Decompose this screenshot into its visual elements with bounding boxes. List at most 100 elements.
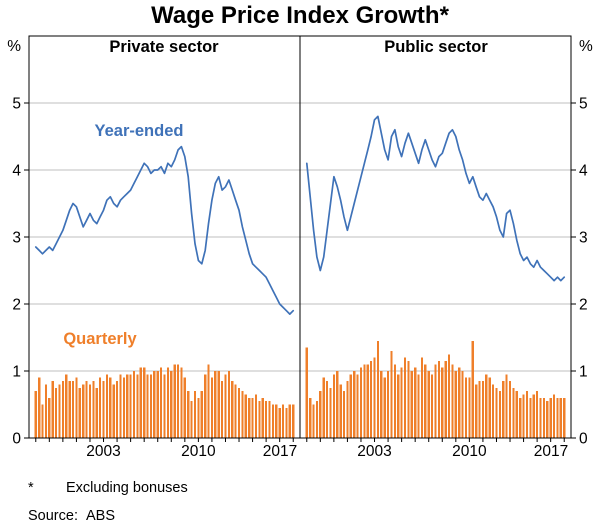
- quarterly-bar: [434, 364, 437, 438]
- quarterly-bar: [214, 371, 217, 438]
- quarterly-bar: [102, 381, 105, 438]
- quarterly-bar: [403, 357, 407, 438]
- quarterly-bar: [505, 374, 508, 438]
- quarterly-bar: [153, 371, 156, 438]
- legend-quarterly: Quarterly: [63, 330, 137, 348]
- quarterly-bar: [217, 371, 220, 438]
- chart-area: 2003 2010 2017 2003 2010 2017 0 0 1 1 2 2 3 3 4 4 5 5%% P…: [0, 30, 600, 460]
- quarterly-bar: [495, 387, 498, 438]
- source-line: Source: ABS: [28, 506, 600, 522]
- quarterly-bar: [176, 364, 180, 438]
- quarterly-bar: [41, 404, 44, 438]
- quarterly-bar: [370, 360, 373, 438]
- quarterly-bar: [386, 371, 390, 438]
- quarterly-bar: [319, 391, 322, 438]
- quarterly-bar: [458, 367, 461, 438]
- quarterly-bar: [200, 391, 203, 438]
- quarterly-bar: [241, 391, 244, 438]
- quarterly-bar: [271, 404, 274, 438]
- quarterly-bar: [187, 391, 190, 438]
- y-tick-label: 4: [579, 163, 588, 180]
- y-tick-label: 4: [12, 163, 21, 180]
- quarterly-bar: [115, 381, 119, 438]
- quarterly-bar: [193, 391, 197, 438]
- quarterly-bar: [129, 374, 132, 438]
- quarterly-bar: [417, 374, 420, 438]
- x-tick-label: 2017: [534, 443, 568, 460]
- quarterly-bar: [468, 377, 471, 438]
- quarterly-bar: [454, 371, 457, 438]
- quarterly-bar: [58, 384, 61, 438]
- x-tick-label: 2003: [86, 443, 120, 460]
- quarterly-bar: [488, 377, 491, 438]
- quarterly-bar: [376, 340, 380, 438]
- quarterly-bar: [292, 404, 295, 438]
- footnotes: * Excluding bonuses Source: ABS: [0, 460, 600, 522]
- quarterly-bar: [68, 381, 71, 438]
- quarterly-bar: [532, 394, 535, 438]
- quarterly-bar: [275, 404, 278, 438]
- y-unit-label: %: [7, 38, 21, 55]
- quarterly-bar: [227, 371, 230, 438]
- quarterly-bar: [410, 371, 413, 438]
- quarterly-bar: [207, 364, 210, 438]
- y-tick-label: 3: [579, 230, 588, 247]
- quarterly-bar: [75, 377, 78, 438]
- quarterly-bar: [265, 401, 268, 438]
- quarterly-bar: [180, 367, 183, 438]
- quarterly-bar: [163, 374, 166, 438]
- quarterly-bar: [34, 391, 37, 438]
- quarterly-bar: [407, 360, 410, 438]
- quarterly-bar: [491, 384, 495, 438]
- quarterly-bar: [132, 371, 136, 438]
- quarterly-bar: [173, 364, 176, 438]
- legend-year-ended: Year-ended: [94, 122, 184, 140]
- quarterly-bar: [224, 374, 227, 438]
- quarterly-bar: [146, 374, 149, 438]
- quarterly-bar: [44, 384, 48, 438]
- quarterly-bar: [197, 397, 200, 438]
- y-tick-label: 0: [579, 431, 588, 448]
- y-tick-label: 5: [579, 96, 588, 113]
- y-unit-label: %: [579, 38, 593, 55]
- quarterly-bar: [332, 374, 335, 438]
- quarterly-bar: [329, 387, 332, 438]
- quarterly-bar: [559, 397, 562, 438]
- quarterly-bar: [437, 360, 440, 438]
- quarterly-bar: [502, 381, 505, 438]
- x-tick-label: 2003: [357, 443, 391, 460]
- quarterly-bar: [285, 407, 288, 438]
- quarterly-bar: [339, 384, 342, 438]
- quarterly-bar: [309, 397, 312, 438]
- y-tick-label: 2: [12, 297, 21, 314]
- quarterly-bar: [48, 397, 51, 438]
- quarterly-bar: [393, 364, 396, 438]
- x-tick-label: 2010: [452, 443, 487, 460]
- quarterly-bar: [268, 401, 271, 438]
- quarterly-bar: [485, 374, 488, 438]
- quarterly-bar: [183, 377, 186, 438]
- quarterly-bar: [61, 381, 64, 438]
- quarterly-bar: [441, 367, 444, 438]
- quarterly-bar: [237, 387, 241, 438]
- quarterly-bar: [464, 377, 468, 438]
- source-label: Source:: [28, 508, 78, 522]
- quarterly-bar: [78, 387, 81, 438]
- quarterly-bar: [536, 391, 539, 438]
- quarterly-bar: [281, 404, 285, 438]
- quarterly-bar: [112, 384, 115, 438]
- chart-canvas: 2003 2010 2017 2003 2010 2017 0 0 1 1 2 2 3 3 4 4 5 5%%: [7, 35, 593, 460]
- quarterly-bar: [288, 404, 291, 438]
- y-tick-label: 3: [12, 230, 21, 247]
- quarterly-bar: [431, 374, 434, 438]
- quarterly-bar: [519, 397, 522, 438]
- panel-title-private: Private sector: [109, 38, 219, 56]
- quarterly-bar: [427, 371, 430, 438]
- quarterly-bar: [400, 367, 403, 438]
- quarterly-bar: [254, 394, 258, 438]
- quarterly-bar: [261, 397, 264, 438]
- quarterly-bar: [160, 367, 163, 438]
- quarterly-bar: [481, 381, 485, 438]
- quarterly-bar: [366, 364, 369, 438]
- quarterly-bar: [353, 371, 356, 438]
